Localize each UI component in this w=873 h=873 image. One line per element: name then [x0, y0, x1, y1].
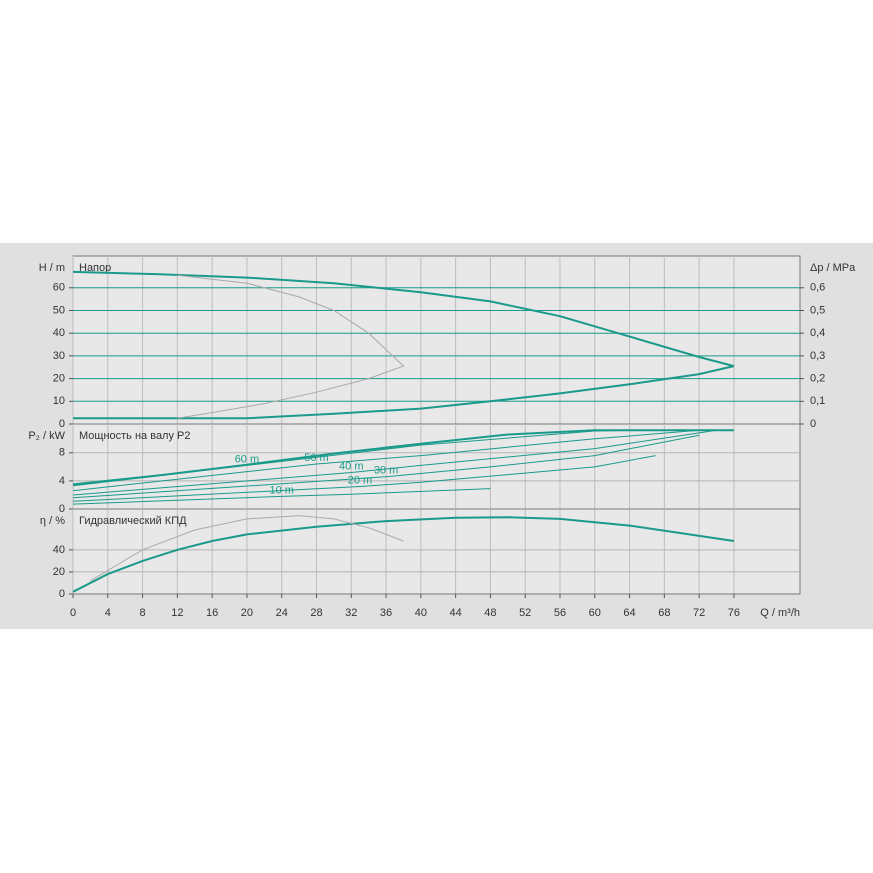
curve	[72, 434, 700, 499]
curve	[73, 365, 735, 420]
y2-tick-label: 0,1	[810, 395, 825, 407]
x-tick-label: 16	[206, 607, 218, 619]
x-tick-label: 0	[70, 607, 76, 619]
curve	[177, 274, 405, 419]
x-tick-label: 40	[415, 607, 427, 619]
curve	[72, 516, 735, 593]
curve	[72, 429, 700, 492]
x-tick-label: 24	[276, 607, 288, 619]
y-tick-label: 50	[53, 304, 65, 316]
x-tick-label: 28	[310, 607, 322, 619]
x-tick-label: 36	[380, 607, 392, 619]
x-tick-label: 56	[554, 607, 566, 619]
curve	[72, 270, 735, 368]
y2-tick-label: 0,4	[810, 327, 825, 339]
y-tick-label: 30	[53, 350, 65, 362]
y2-tick-label: 0,5	[810, 304, 825, 316]
plot-area	[72, 255, 801, 595]
y-axis-label: P₂ / kW	[28, 430, 65, 442]
x-tick-label: 20	[241, 607, 253, 619]
x-tick-label: 48	[484, 607, 496, 619]
panel-title: Мощность на валу P2	[79, 430, 191, 442]
y-tick-label: 60	[53, 282, 65, 294]
x-tick-label: 32	[345, 607, 357, 619]
x-tick-label: 4	[105, 607, 111, 619]
y-tick-label: 20	[53, 373, 65, 385]
x-tick-label: 64	[623, 607, 635, 619]
x-tick-label: 8	[140, 607, 146, 619]
y-tick-label: 0	[59, 503, 65, 515]
x-tick-label: 72	[693, 607, 705, 619]
x-axis-label: Q / m³/h	[760, 607, 800, 619]
x-tick-label: 12	[171, 607, 183, 619]
curve	[72, 429, 639, 487]
y-tick-label: 20	[53, 566, 65, 578]
curve	[90, 515, 404, 582]
curve-label: 30 m	[374, 465, 398, 477]
curve	[72, 488, 491, 505]
y-tick-label: 0	[59, 418, 65, 430]
curve-label: 50 m	[304, 452, 328, 464]
y-tick-label: 40	[53, 327, 65, 339]
x-tick-label: 76	[728, 607, 740, 619]
x-tick-label: 52	[519, 607, 531, 619]
curve-label: 60 m	[235, 453, 259, 465]
y2-tick-label: 0,3	[810, 350, 825, 362]
y2-tick-label: 0,2	[810, 373, 825, 385]
curve-label: 20 m	[348, 474, 372, 486]
curve-label: 40 m	[339, 460, 363, 472]
y-axis-label: η / %	[40, 515, 65, 527]
y-tick-label: 0	[59, 588, 65, 600]
panel-title: Напор	[79, 262, 111, 274]
panel-title: Гидравлический КПД	[79, 515, 187, 527]
x-tick-label: 44	[450, 607, 462, 619]
y2-tick-label: 0,6	[810, 282, 825, 294]
y2-axis-label: Δp / MPa	[810, 262, 856, 274]
y-tick-label: 40	[53, 544, 65, 556]
y-tick-label: 8	[59, 447, 65, 459]
y-tick-label: 10	[53, 395, 65, 407]
x-tick-label: 68	[658, 607, 670, 619]
curve-label: 10 m	[269, 484, 293, 496]
x-tick-label: 60	[589, 607, 601, 619]
y2-tick-label: 0	[810, 418, 816, 430]
y-axis-label: H / m	[39, 262, 65, 274]
y-tick-label: 4	[59, 475, 65, 487]
curve	[72, 455, 656, 502]
curve	[72, 429, 717, 496]
